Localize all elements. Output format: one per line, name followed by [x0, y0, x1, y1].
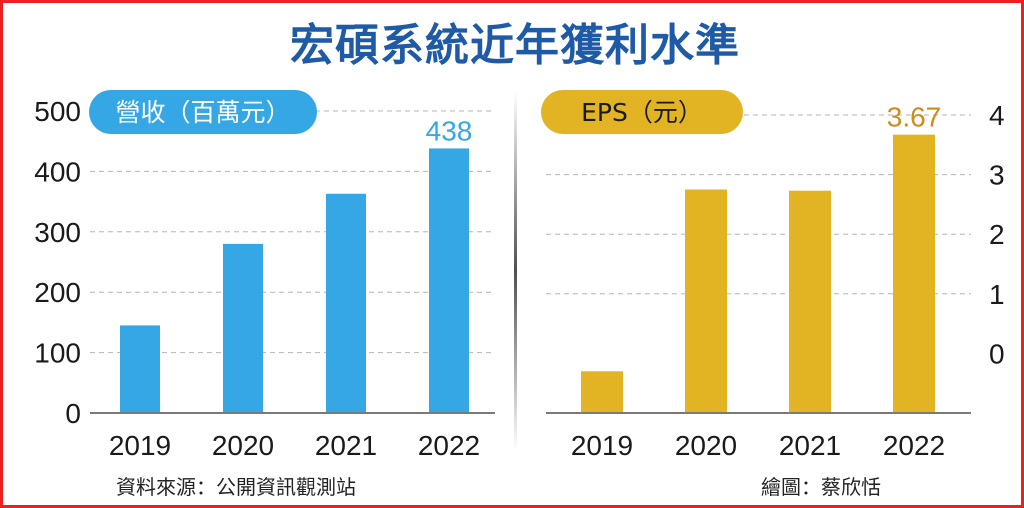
charts-canvas: 0 100 200 300 400 500 2019 2020 2021 2022 438 營收（百萬…	[34, 90, 1005, 461]
rev-title-badge	[89, 90, 317, 134]
eps-bar-2019	[581, 371, 623, 413]
panel-divider	[514, 91, 517, 451]
rev-xtick-label: 2022	[418, 430, 480, 461]
rev-data-label: 438	[426, 115, 473, 146]
infographic-title: 宏碩系統近年獲利水準	[290, 20, 740, 71]
rev-ytick-label: 500	[34, 96, 81, 127]
rev-ytick-label: 100	[34, 338, 81, 369]
eps-title-badge	[541, 90, 743, 134]
rev-ytick-label: 200	[34, 277, 81, 308]
source-note: 資料來源：公開資訊觀測站	[116, 475, 356, 499]
eps-data-label: 3.67	[887, 102, 942, 133]
rev-bar-2020	[223, 243, 263, 413]
eps-ytick-label: 3	[989, 160, 1005, 191]
eps-xtick-label: 2021	[779, 430, 841, 461]
credit-note: 繪圖：蔡欣恬	[761, 475, 881, 499]
rev-xtick-label: 2019	[109, 430, 171, 461]
eps-chart-title: EPS（元）	[581, 98, 703, 127]
rev-xtick-label: 2020	[212, 430, 274, 461]
eps-xtick-label: 2022	[883, 430, 945, 461]
eps-ytick-label: 1	[989, 279, 1005, 310]
eps-ytick-label: 4	[989, 100, 1005, 131]
eps-ytick-label: 2	[989, 219, 1005, 250]
eps-ytick-label: 0	[989, 338, 1005, 369]
rev-bar-2021	[326, 193, 366, 413]
eps-bar-2021	[789, 190, 831, 413]
rev-chart-title: 營收（百萬元）	[115, 98, 290, 127]
rev-xtick-label: 2021	[315, 430, 377, 461]
rev-ytick-label: 0	[65, 398, 81, 429]
rev-ytick-label: 400	[34, 156, 81, 187]
rev-ytick-label: 300	[34, 217, 81, 248]
eps-xtick-label: 2019	[571, 430, 633, 461]
eps-xtick-label: 2020	[675, 430, 737, 461]
rev-bar-2022	[429, 148, 469, 413]
rev-bar-2019	[120, 325, 160, 413]
eps-bar-2022	[893, 134, 935, 413]
eps-bar-2020	[685, 189, 727, 413]
